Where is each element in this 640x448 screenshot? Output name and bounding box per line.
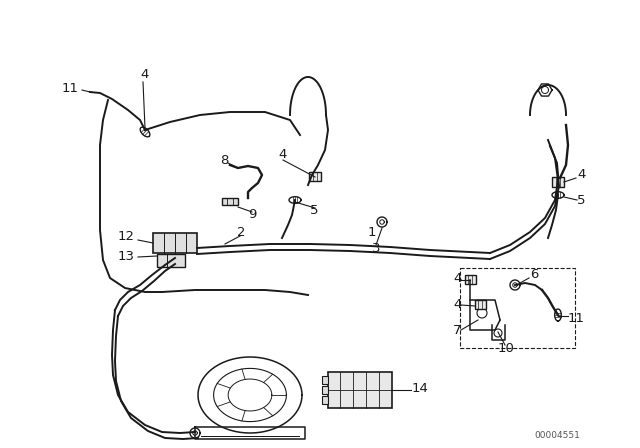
Bar bbox=[153, 233, 197, 253]
Text: 11: 11 bbox=[568, 311, 585, 324]
Bar bbox=[222, 198, 238, 206]
Text: 12: 12 bbox=[118, 231, 135, 244]
Bar bbox=[552, 177, 564, 187]
Text: 5: 5 bbox=[577, 194, 586, 207]
Bar bbox=[328, 372, 392, 408]
Text: 11: 11 bbox=[62, 82, 79, 95]
Text: 3: 3 bbox=[372, 241, 381, 254]
Text: 10: 10 bbox=[498, 341, 515, 354]
Text: 9: 9 bbox=[248, 208, 257, 221]
Text: 4: 4 bbox=[453, 271, 461, 284]
Text: 4: 4 bbox=[140, 69, 148, 82]
Text: 4: 4 bbox=[453, 297, 461, 310]
Bar bbox=[465, 276, 476, 284]
Text: 00004551: 00004551 bbox=[534, 431, 580, 440]
Bar bbox=[322, 376, 328, 384]
Text: 7: 7 bbox=[453, 323, 461, 336]
Bar bbox=[322, 396, 328, 404]
Text: 1: 1 bbox=[368, 227, 376, 240]
Text: 14: 14 bbox=[412, 382, 429, 395]
Text: 13: 13 bbox=[118, 250, 135, 263]
Bar bbox=[157, 254, 185, 267]
Text: 2: 2 bbox=[237, 225, 246, 238]
Bar bbox=[309, 172, 321, 181]
Bar bbox=[460, 268, 575, 348]
Text: 5: 5 bbox=[310, 203, 319, 216]
Text: 4: 4 bbox=[278, 148, 286, 161]
Bar bbox=[474, 301, 486, 310]
Text: 6: 6 bbox=[530, 268, 538, 281]
Text: 4: 4 bbox=[577, 168, 586, 181]
Text: 8: 8 bbox=[220, 154, 228, 167]
Bar bbox=[322, 386, 328, 394]
